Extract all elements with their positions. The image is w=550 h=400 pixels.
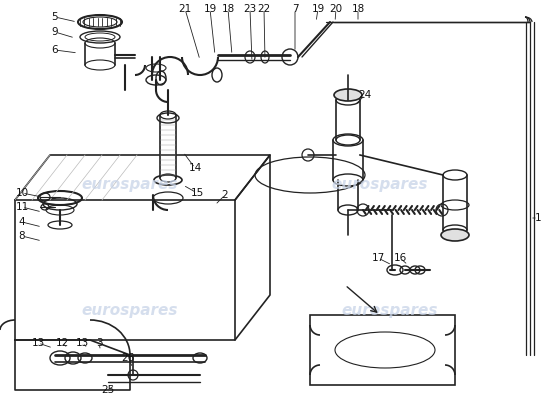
Text: 9: 9 (52, 27, 58, 37)
Text: 13: 13 (31, 338, 45, 348)
Text: 19: 19 (311, 4, 324, 14)
Text: 11: 11 (15, 202, 29, 212)
Text: 3: 3 (96, 338, 102, 348)
Text: 26: 26 (122, 353, 135, 363)
Text: 13: 13 (75, 338, 89, 348)
Text: eurospares: eurospares (342, 302, 438, 318)
Text: eurospares: eurospares (82, 302, 178, 318)
Bar (310, 315, 455, 385)
Text: 24: 24 (359, 90, 372, 100)
Text: 25: 25 (101, 385, 114, 395)
Text: 23: 23 (243, 4, 257, 14)
Text: 19: 19 (204, 4, 217, 14)
Text: 21: 21 (178, 4, 191, 14)
Text: eurospares: eurospares (82, 178, 178, 192)
Text: 20: 20 (329, 4, 343, 14)
Text: 6: 6 (52, 45, 58, 55)
Text: 4: 4 (19, 217, 25, 227)
Text: 10: 10 (15, 188, 29, 198)
Text: 12: 12 (56, 338, 69, 348)
Text: 1: 1 (535, 213, 541, 223)
Text: 18: 18 (221, 4, 235, 14)
Text: eurospares: eurospares (332, 178, 428, 192)
Text: 8: 8 (19, 231, 25, 241)
Text: 7: 7 (292, 4, 298, 14)
Text: 16: 16 (393, 253, 406, 263)
Text: 15: 15 (190, 188, 204, 198)
Ellipse shape (441, 229, 469, 241)
Text: 5: 5 (52, 12, 58, 22)
Text: 2: 2 (222, 190, 228, 200)
Ellipse shape (334, 89, 362, 101)
Text: 14: 14 (188, 163, 202, 173)
Text: 22: 22 (257, 4, 271, 14)
Text: 18: 18 (351, 4, 365, 14)
Ellipse shape (38, 191, 82, 205)
Text: 17: 17 (371, 253, 384, 263)
